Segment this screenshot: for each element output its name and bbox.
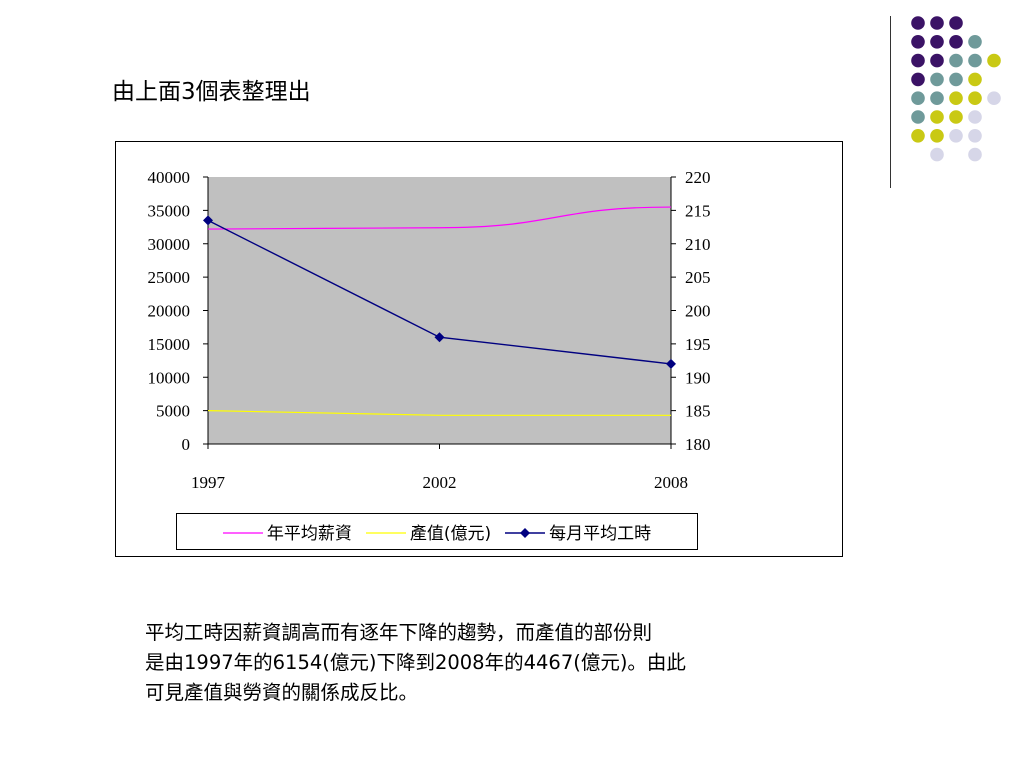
left-axis-tick-label: 40000 <box>148 168 191 187</box>
decor-dot <box>911 35 925 49</box>
chart-frame: 0 5000 10000 15000 20000 25000 30000 35000 40000… <box>115 141 843 557</box>
summary-line-2: 是由1997年的6154(億元)下降到2008年的4467(億元)。由此 <box>145 651 686 674</box>
decor-dot <box>930 53 944 68</box>
decor-dot <box>968 72 982 87</box>
decor-dot <box>911 16 925 30</box>
left-axis-tick-label: 25000 <box>148 268 191 287</box>
left-axis-tick-label: 35000 <box>148 201 191 220</box>
right-axis-tick-label: 220 <box>685 168 711 187</box>
summary-line-1: 平均工時因薪資調高而有逐年下降的趨勢，而產值的部份則 <box>145 621 653 644</box>
left-axis-tick-label: 30000 <box>148 235 191 254</box>
x-axis-tick-label: 1997 <box>191 473 226 492</box>
decor-dot <box>968 110 982 124</box>
legend-item-salary: 年平均薪資 <box>222 519 352 544</box>
summary-line-3: 可見產值與勞資的關係成反比。 <box>145 681 419 704</box>
right-axis-tick-label: 200 <box>685 302 711 321</box>
x-axis-tick-label: 2008 <box>654 473 688 492</box>
decor-dot <box>968 129 982 143</box>
decor-dot <box>930 16 944 30</box>
decor-dot <box>987 91 1001 105</box>
series-line-0 <box>207 206 672 230</box>
decor-dot <box>911 110 925 124</box>
legend-label-output: 產值(億元) <box>409 524 492 544</box>
decor-dot <box>930 110 944 124</box>
right-axis-tick-label: 205 <box>685 268 711 287</box>
legend-swatch-output <box>365 525 406 539</box>
decor-dot <box>949 110 963 124</box>
decor-dot <box>930 147 944 162</box>
decor-dot <box>930 91 944 105</box>
decor-dot <box>911 91 925 105</box>
series-line-1 <box>207 410 671 416</box>
decor-dot <box>930 129 944 143</box>
decor-dot <box>930 72 944 87</box>
legend-item-output: 產值(億元) <box>365 519 492 544</box>
left-axis-tick-label: 10000 <box>148 368 191 387</box>
decor-dot <box>949 53 963 68</box>
series-point-2 <box>434 332 445 343</box>
right-axis-tick-label: 195 <box>685 335 711 354</box>
plot-area <box>208 177 671 444</box>
right-axis-tick-label: 180 <box>685 435 711 454</box>
right-axis-tick-label: 210 <box>685 235 711 254</box>
decor-dot <box>949 16 963 30</box>
series-point-2 <box>666 358 676 369</box>
series-point-2 <box>203 215 213 226</box>
decor-dot <box>911 72 925 87</box>
legend-item-hours: 每月平均工時 <box>505 519 651 544</box>
decorative-vertical-line <box>890 16 891 188</box>
decor-dot <box>949 72 963 87</box>
decorative-dot-grid <box>911 16 1001 162</box>
right-axis-tick-label: 215 <box>685 201 711 220</box>
decor-dot <box>968 147 982 162</box>
left-axis-tick-label: 5000 <box>156 402 190 421</box>
decor-dot <box>911 53 925 68</box>
decor-dot <box>968 91 982 105</box>
left-axis-tick-label: 15000 <box>148 335 191 354</box>
decor-dot <box>949 129 963 143</box>
decor-dot <box>949 91 963 105</box>
decor-dot <box>911 129 925 143</box>
decor-dot <box>968 35 982 49</box>
decor-dot <box>987 53 1001 68</box>
summary-paragraph: 平均工時因薪資調高而有逐年下降的趨勢，而產值的部份則 是由1997年的6154(… <box>145 618 835 708</box>
decor-dot <box>930 35 944 49</box>
legend-swatch-salary <box>222 525 263 539</box>
decor-dot <box>949 35 963 49</box>
right-axis-tick-label: 185 <box>685 402 711 421</box>
left-axis-tick-label: 20000 <box>148 302 191 321</box>
decor-dot <box>968 53 982 68</box>
line-chart: 0 5000 10000 15000 20000 25000 30000 35000 40000… <box>148 168 711 492</box>
legend-swatch-hours <box>505 525 546 539</box>
legend-label-salary: 年平均薪資 <box>266 524 352 544</box>
x-axis-tick-label: 2002 <box>423 473 457 492</box>
chart-legend: 年平均薪資 產值(億元) 每月平均工時 <box>176 513 698 550</box>
slide-title: 由上面3個表整理出 <box>112 79 311 105</box>
left-axis-tick-label: 0 <box>182 435 191 454</box>
legend-label-hours: 每月平均工時 <box>549 524 652 544</box>
right-axis-tick-label: 190 <box>685 368 711 387</box>
